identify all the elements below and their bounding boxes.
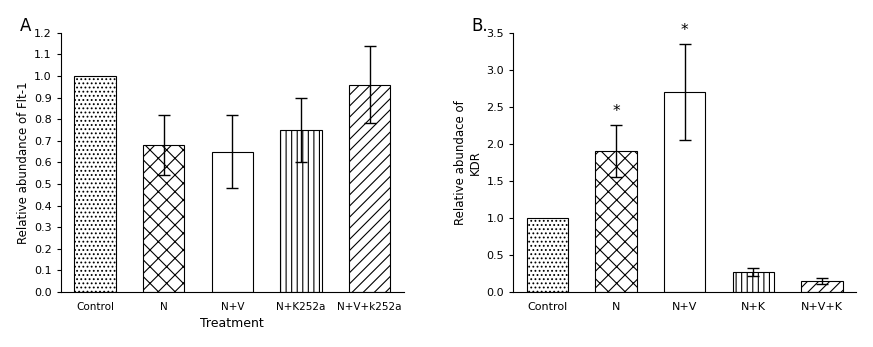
Bar [74, 76, 115, 292]
Bar [143, 145, 184, 292]
Bar [732, 272, 774, 292]
Bar [664, 92, 705, 292]
Text: *: * [681, 23, 689, 38]
Y-axis label: Relative abundace of
KDR: Relative abundace of KDR [454, 100, 482, 225]
Bar [349, 85, 390, 292]
Text: A: A [19, 17, 31, 35]
Text: *: * [612, 104, 620, 119]
Bar [280, 130, 321, 292]
Bar [595, 151, 636, 292]
Bar [526, 218, 568, 292]
Bar [801, 281, 842, 292]
Text: B.: B. [471, 17, 488, 35]
Y-axis label: Relative abundance of Flt-1: Relative abundance of Flt-1 [17, 81, 30, 244]
X-axis label: Treatment: Treatment [201, 318, 265, 330]
Bar [211, 152, 253, 292]
